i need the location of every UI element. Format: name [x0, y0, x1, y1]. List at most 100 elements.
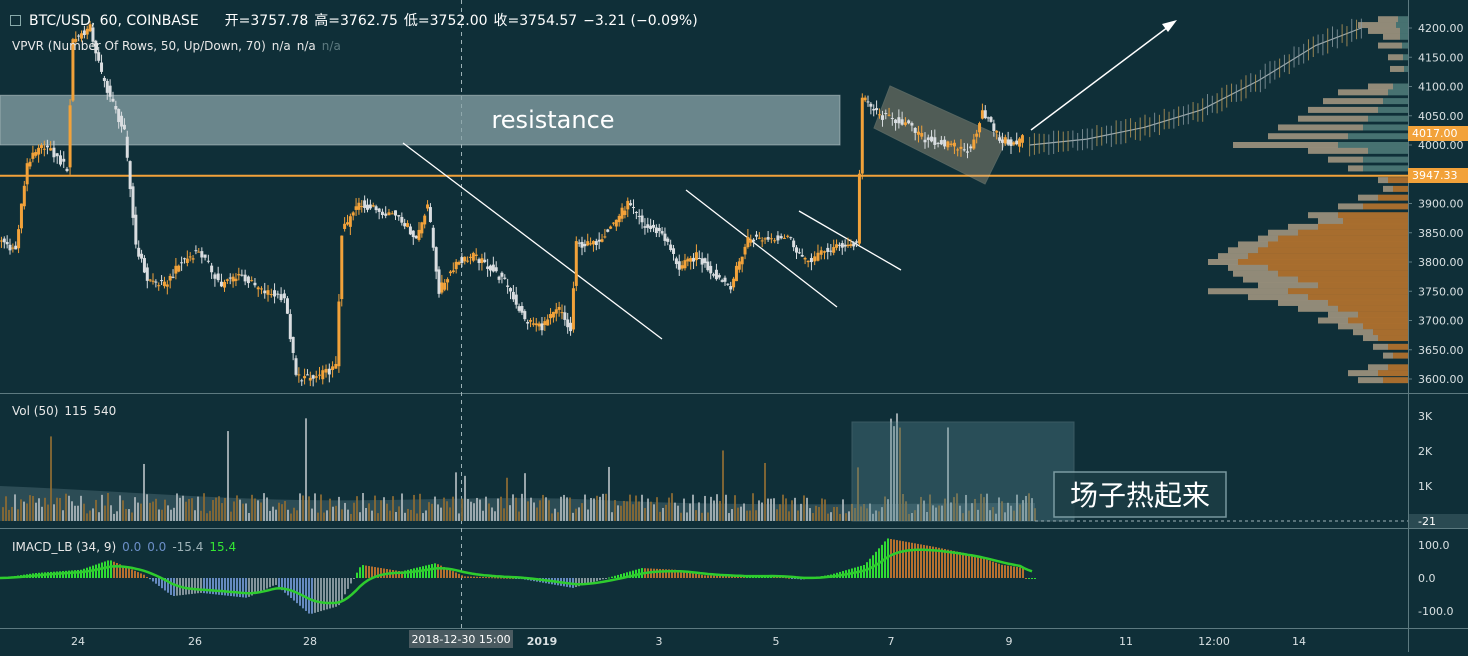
candle-body [68, 105, 72, 168]
volume-bar [281, 504, 283, 521]
volume-bar [662, 507, 664, 521]
candle-body [266, 290, 270, 295]
projection-candles [1029, 18, 1362, 157]
volume-bar [44, 497, 46, 521]
macd-bar [920, 544, 922, 578]
macd-bar [1007, 565, 1009, 578]
volume-bar [995, 513, 997, 521]
candle-body [321, 370, 325, 380]
volume-bar [641, 494, 643, 521]
candle-body [366, 204, 370, 210]
candle-body [225, 279, 229, 281]
macd-bar [419, 566, 421, 578]
macd-bar [71, 570, 73, 578]
macd-bar [287, 578, 289, 596]
candle-body [763, 238, 767, 240]
vpvr-label[interactable]: VPVR (Number Of Rows, 50, Up/Down, 70) [12, 39, 266, 53]
macd-label[interactable]: IMACD_LB (34, 9) [12, 540, 117, 554]
volume-bar [344, 502, 346, 521]
vpvr-bar-up [1363, 165, 1408, 172]
candle-body [1015, 140, 1019, 145]
candle-body [1006, 139, 1010, 145]
candle-body [543, 321, 547, 326]
macd-bar [668, 569, 670, 578]
volume-bar [812, 513, 814, 521]
candle-body [782, 237, 786, 239]
volume-bar [503, 508, 505, 521]
candle-body [523, 311, 527, 320]
vpvr-legend[interactable]: VPVR (Number Of Rows, 50, Up/Down, 70) n/… [12, 39, 341, 53]
volume-bar [383, 497, 385, 521]
candle-body [989, 117, 993, 122]
volume-legend[interactable]: Vol (50) 115 540 [12, 404, 116, 418]
vpvr-bar-down [1308, 212, 1338, 219]
candle-body [77, 35, 81, 37]
macd-bar [971, 554, 973, 578]
candle-body [936, 142, 940, 144]
vpvr-bar-up [1404, 65, 1408, 72]
symbol-label[interactable]: BTC/USD, 60, COINBASE [29, 13, 199, 29]
volume-bar [218, 496, 220, 521]
candle-body [282, 293, 286, 299]
candle-body [729, 286, 733, 290]
macd-bar [359, 567, 361, 578]
support-price-tag: 3947.33 [1408, 168, 1468, 183]
volume-bar [566, 497, 568, 521]
volume-bar [782, 494, 784, 521]
volume-bar [1022, 500, 1024, 521]
macd-bar [374, 567, 376, 578]
volume-bar [506, 477, 508, 521]
candle-body [259, 288, 263, 290]
vpvr-bar-up [1378, 194, 1408, 201]
macd-legend[interactable]: IMACD_LB (34, 9) 0.0 0.0 -15.4 15.4 [12, 540, 236, 554]
candle-body [897, 117, 901, 124]
volume-bar [398, 506, 400, 521]
volume-bar [2, 507, 4, 521]
volume-value-1: 115 [64, 404, 88, 418]
volume-bar [29, 495, 31, 521]
volume-bar [665, 504, 667, 521]
volume-bar [866, 508, 868, 521]
candle-body [45, 145, 49, 148]
volume-bar [395, 511, 397, 521]
candle-body [591, 241, 595, 245]
volume-label[interactable]: Vol (50) [12, 404, 59, 418]
candle-body [857, 173, 861, 244]
volume-bar [947, 427, 949, 521]
volume-bar [74, 505, 76, 521]
vpvr-bar-up [1268, 241, 1408, 248]
volume-bar [809, 508, 811, 521]
volume-bar [230, 511, 232, 521]
volume-bar [47, 504, 49, 521]
vpvr-bar-down [1358, 22, 1396, 29]
volume-bar [542, 494, 544, 521]
chart-header: BTC/USD, 60, COINBASE 开=3757.78 高=3762.75 低… [10, 10, 704, 30]
macd-bar [713, 575, 715, 578]
macd-bar [254, 578, 256, 595]
collapse-icon[interactable] [10, 14, 21, 26]
volume-bar [53, 504, 55, 521]
candle-body [8, 244, 12, 251]
price-axis-label: 3700.00 [1418, 315, 1464, 328]
volume-bar [818, 507, 820, 521]
volume-bar [824, 499, 826, 521]
volume-bar [737, 507, 739, 521]
candle-body [120, 115, 124, 127]
volume-bar [284, 500, 286, 521]
macd-bar [149, 578, 151, 580]
current-price-tag: 4017.00 [1408, 126, 1468, 141]
volume-bar [179, 497, 181, 521]
vpvr-bar-up [1403, 54, 1408, 61]
volume-bar [155, 498, 157, 521]
volume-bar [479, 499, 481, 521]
vpvr-value-1: n/a [271, 39, 291, 53]
volume-bar [893, 426, 895, 521]
volume-bar [140, 503, 142, 521]
candle-body [142, 258, 146, 273]
candle-body [754, 234, 758, 237]
volume-bar [389, 510, 391, 521]
volume-axis-label: 1K [1418, 480, 1433, 493]
volume-bar [899, 427, 901, 521]
